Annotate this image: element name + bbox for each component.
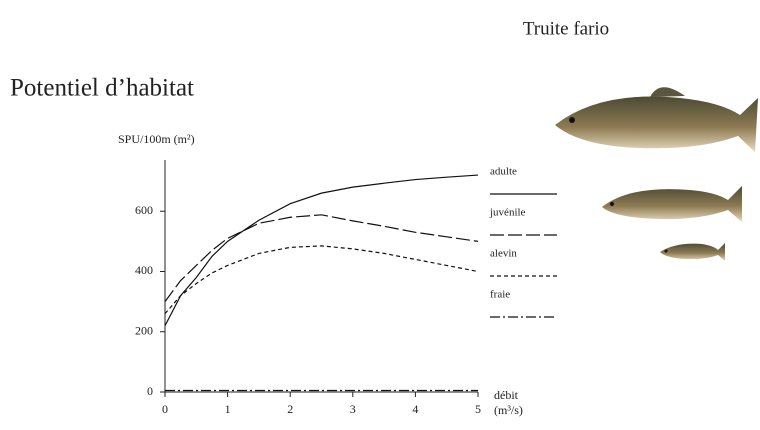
fish-illustration: [555, 87, 758, 261]
y-tick-label: 400: [135, 263, 153, 277]
legend-label: juvénile: [489, 207, 526, 219]
x-tick-label: 5: [475, 402, 481, 416]
series-line: [165, 175, 478, 326]
y-tick-label: 200: [135, 323, 153, 337]
legend-label: fraie: [490, 289, 510, 301]
y-tick-label: 600: [135, 203, 153, 217]
chart-title: Potentiel d’habitat: [10, 75, 194, 102]
x-axis-label: (m³/s): [494, 403, 523, 417]
x-tick-label: 0: [162, 402, 168, 416]
series-line: [165, 215, 478, 302]
y-axis-label: SPU/100m (m²): [118, 132, 195, 146]
x-tick-label: 2: [287, 402, 293, 416]
y-tick-label: 0: [147, 384, 153, 398]
x-axis-label: débit: [494, 388, 519, 402]
legend-label: adulte: [490, 166, 517, 178]
x-tick-label: 3: [350, 402, 356, 416]
header: Truite fario: [523, 18, 609, 39]
x-tick-label: 4: [412, 402, 418, 416]
legend-label: alevin: [490, 248, 517, 260]
x-tick-label: 1: [225, 402, 231, 416]
chart: Truite fario Potentiel d’habitat SPU/100…: [0, 0, 760, 430]
